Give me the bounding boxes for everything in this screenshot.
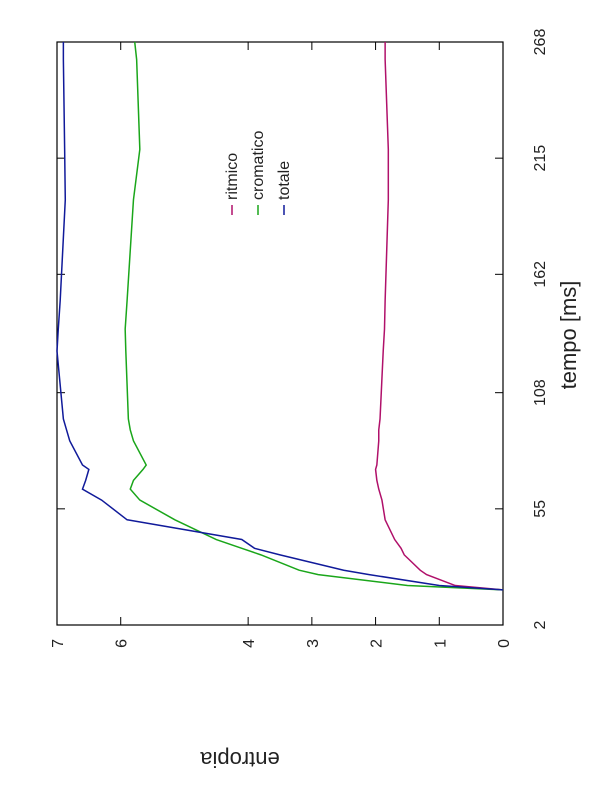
x-tick-label: 108 xyxy=(532,379,549,406)
x-tick-label: 2 xyxy=(532,620,549,629)
series-line xyxy=(124,41,504,591)
x-tick-label: 268 xyxy=(532,29,549,56)
x-tick-label: 215 xyxy=(532,145,549,172)
series-line xyxy=(374,42,504,591)
y-tick-label: 0 xyxy=(496,639,513,648)
x-tick-label: 162 xyxy=(532,261,549,288)
plot-frame xyxy=(56,41,504,626)
y-tick-label: 3 xyxy=(305,639,322,648)
y-tick-label: 6 xyxy=(114,639,131,648)
legend-label: cromatico xyxy=(250,131,267,200)
y-tick-label: 1 xyxy=(432,639,449,648)
y-tick-label: 4 xyxy=(241,639,258,648)
y-tick-label: 2 xyxy=(369,639,386,648)
legend-label: ritmico xyxy=(224,153,241,200)
series-line xyxy=(56,42,504,591)
legend-label: totale xyxy=(276,161,293,200)
x-tick-label: 55 xyxy=(532,500,549,518)
y-tick-label: 7 xyxy=(50,639,67,648)
x-axis-label: tempo [ms] xyxy=(556,281,581,390)
y-axis-label: entropia xyxy=(199,747,279,772)
